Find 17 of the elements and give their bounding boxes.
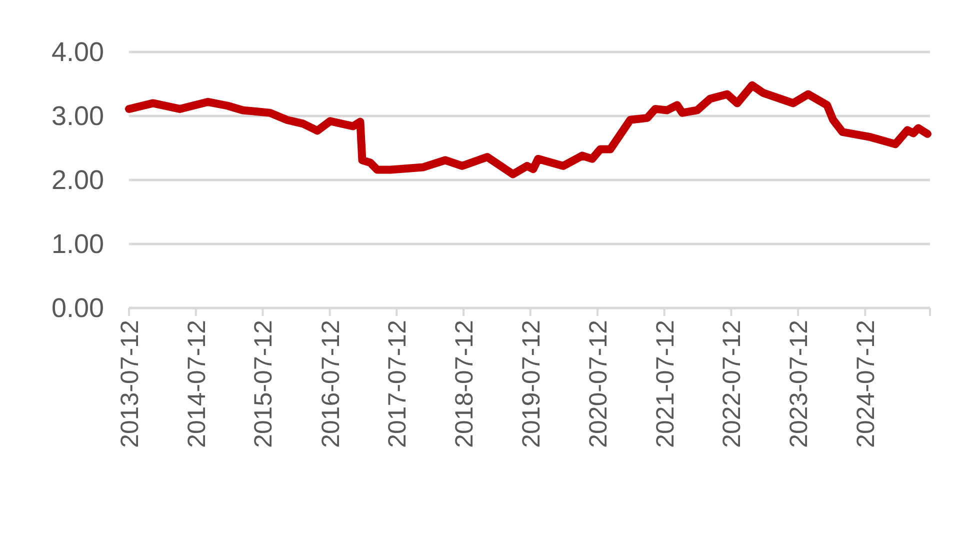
y-tick-label: 3.00 [51, 101, 104, 131]
x-tick-label: 2023-07-12 [785, 320, 814, 448]
x-tick-label: 2014-07-12 [182, 320, 211, 448]
y-tick-label: 0.00 [51, 293, 104, 323]
x-tick-label: 2013-07-12 [116, 320, 144, 448]
x-tick-label: 2018-07-12 [450, 320, 479, 448]
y-tick-label: 1.00 [51, 229, 104, 259]
x-tick-label: 2015-07-12 [250, 320, 278, 448]
y-tick-label: 4.00 [51, 37, 104, 67]
x-tick-label: 2020-07-12 [584, 320, 612, 448]
x-tick-label: 2024-07-12 [852, 320, 880, 448]
x-tick-label: 2017-07-12 [384, 320, 412, 448]
x-tick-label: 2021-07-12 [651, 320, 680, 448]
x-tick-label: 2016-07-12 [316, 320, 345, 448]
y-tick-label: 2.00 [51, 165, 104, 195]
x-tick-label: 2019-07-12 [517, 320, 546, 448]
x-tick-label: 2022-07-12 [718, 320, 746, 448]
